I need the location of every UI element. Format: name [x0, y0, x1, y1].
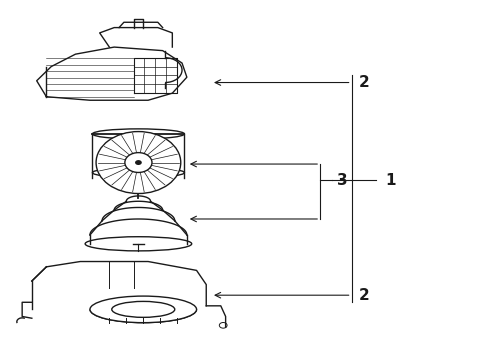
Circle shape — [135, 160, 142, 165]
Text: 3: 3 — [337, 172, 348, 188]
Ellipse shape — [112, 301, 175, 318]
Circle shape — [125, 153, 152, 172]
Text: 1: 1 — [386, 172, 396, 188]
Ellipse shape — [85, 237, 192, 251]
Ellipse shape — [90, 296, 196, 323]
Text: 2: 2 — [359, 75, 369, 90]
Text: 2: 2 — [359, 288, 369, 303]
Circle shape — [96, 131, 181, 194]
